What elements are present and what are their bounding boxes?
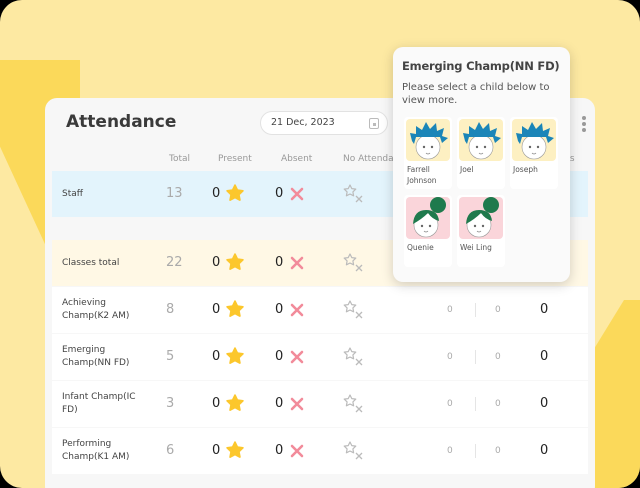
row-total: 13 <box>166 186 183 201</box>
child-name: Farrell Johnson <box>407 165 437 185</box>
divider <box>475 397 476 411</box>
header-present: Present <box>218 154 252 164</box>
child-name: Joseph <box>513 165 538 174</box>
row-name: Classes total <box>62 258 120 268</box>
child-card[interactable]: Joel <box>457 117 505 189</box>
row-name: Infant Champ(IC FD) <box>62 392 136 415</box>
no-attendance-icon <box>343 347 363 366</box>
star-icon <box>226 394 244 411</box>
divider <box>475 350 476 364</box>
no-attendance-icon <box>343 441 363 460</box>
absent-x-icon <box>290 350 304 364</box>
header-total: Total <box>169 154 191 164</box>
class-children-popup: Emerging Champ(NN FD) Please select a ch… <box>393 47 570 282</box>
more-options-icon[interactable] <box>582 116 586 134</box>
child-name: Quenie <box>407 243 434 252</box>
row-name: Performing Champ(K1 AM) <box>62 439 130 462</box>
row-value-3: 0 <box>540 443 549 458</box>
absent-x-icon <box>290 187 304 201</box>
star-icon <box>226 184 244 201</box>
row-absent: 0 <box>275 396 284 411</box>
absent-x-icon <box>290 303 304 317</box>
header-no-attendance: No Attendar <box>343 154 398 164</box>
calendar-icon[interactable] <box>369 118 379 129</box>
absent-x-icon <box>290 256 304 270</box>
child-card[interactable]: Joseph <box>510 117 558 189</box>
child-card[interactable]: Wei Ling <box>457 195 505 267</box>
absent-x-icon <box>290 397 304 411</box>
no-attendance-icon <box>343 394 363 413</box>
row-present: 0 <box>212 443 221 458</box>
row-value-3: 0 <box>540 349 549 364</box>
boy-avatar-icon <box>406 119 450 161</box>
row-value-2: 0 <box>495 446 501 456</box>
row-value-2: 0 <box>495 305 501 315</box>
table-row-class[interactable]: Achieving Champ(K2 AM) 8 0 0 0 0 0 <box>52 287 588 333</box>
child-card[interactable]: Farrell Johnson <box>404 117 452 189</box>
star-icon <box>226 300 244 317</box>
girl-avatar-icon <box>406 197 450 239</box>
boy-avatar-icon <box>459 119 503 161</box>
no-attendance-icon <box>343 300 363 319</box>
row-absent: 0 <box>275 302 284 317</box>
no-attendance-icon <box>343 184 363 203</box>
divider <box>475 303 476 317</box>
row-present: 0 <box>212 255 221 270</box>
row-name: Achieving Champ(K2 AM) <box>62 298 130 321</box>
boy-avatar-icon <box>512 119 556 161</box>
row-absent: 0 <box>275 443 284 458</box>
row-total: 5 <box>166 349 175 364</box>
date-value: 21 Dec, 2023 <box>271 117 335 128</box>
child-name: Joel <box>460 165 474 174</box>
row-value-1: 0 <box>447 399 453 409</box>
row-total: 6 <box>166 443 175 458</box>
popup-description: Please select a child below to view more… <box>402 82 550 106</box>
table-row-class[interactable]: Performing Champ(K1 AM) 6 0 0 0 0 0 <box>52 428 588 474</box>
row-present: 0 <box>212 396 221 411</box>
header-absent: Absent <box>281 154 313 164</box>
row-total: 8 <box>166 302 175 317</box>
row-present: 0 <box>212 186 221 201</box>
row-absent: 0 <box>275 349 284 364</box>
star-icon <box>226 441 244 458</box>
row-value-2: 0 <box>495 352 501 362</box>
star-icon <box>226 253 244 270</box>
row-value-3: 0 <box>540 302 549 317</box>
row-name: Emerging Champ(NN FD) <box>62 345 130 368</box>
page-title: Attendance <box>66 112 177 132</box>
row-value-1: 0 <box>447 305 453 315</box>
row-value-2: 0 <box>495 399 501 409</box>
child-name: Wei Ling <box>460 243 492 252</box>
row-absent: 0 <box>275 255 284 270</box>
table-row-class[interactable]: Emerging Champ(NN FD) 5 0 0 0 0 0 <box>52 334 588 380</box>
absent-x-icon <box>290 444 304 458</box>
row-value-3: 0 <box>540 396 549 411</box>
date-picker[interactable]: 21 Dec, 2023 <box>260 111 388 135</box>
row-total: 3 <box>166 396 175 411</box>
row-total: 22 <box>166 255 183 270</box>
row-value-1: 0 <box>447 446 453 456</box>
row-name: Staff <box>62 189 83 199</box>
row-present: 0 <box>212 349 221 364</box>
girl-avatar-icon <box>459 197 503 239</box>
row-absent: 0 <box>275 186 284 201</box>
star-icon <box>226 347 244 364</box>
table-row-class[interactable]: Infant Champ(IC FD) 3 0 0 0 0 0 <box>52 381 588 427</box>
row-value-1: 0 <box>447 352 453 362</box>
divider <box>475 444 476 458</box>
child-card[interactable]: Quenie <box>404 195 452 267</box>
no-attendance-icon <box>343 253 363 272</box>
popup-title: Emerging Champ(NN FD) <box>402 59 560 73</box>
row-present: 0 <box>212 302 221 317</box>
